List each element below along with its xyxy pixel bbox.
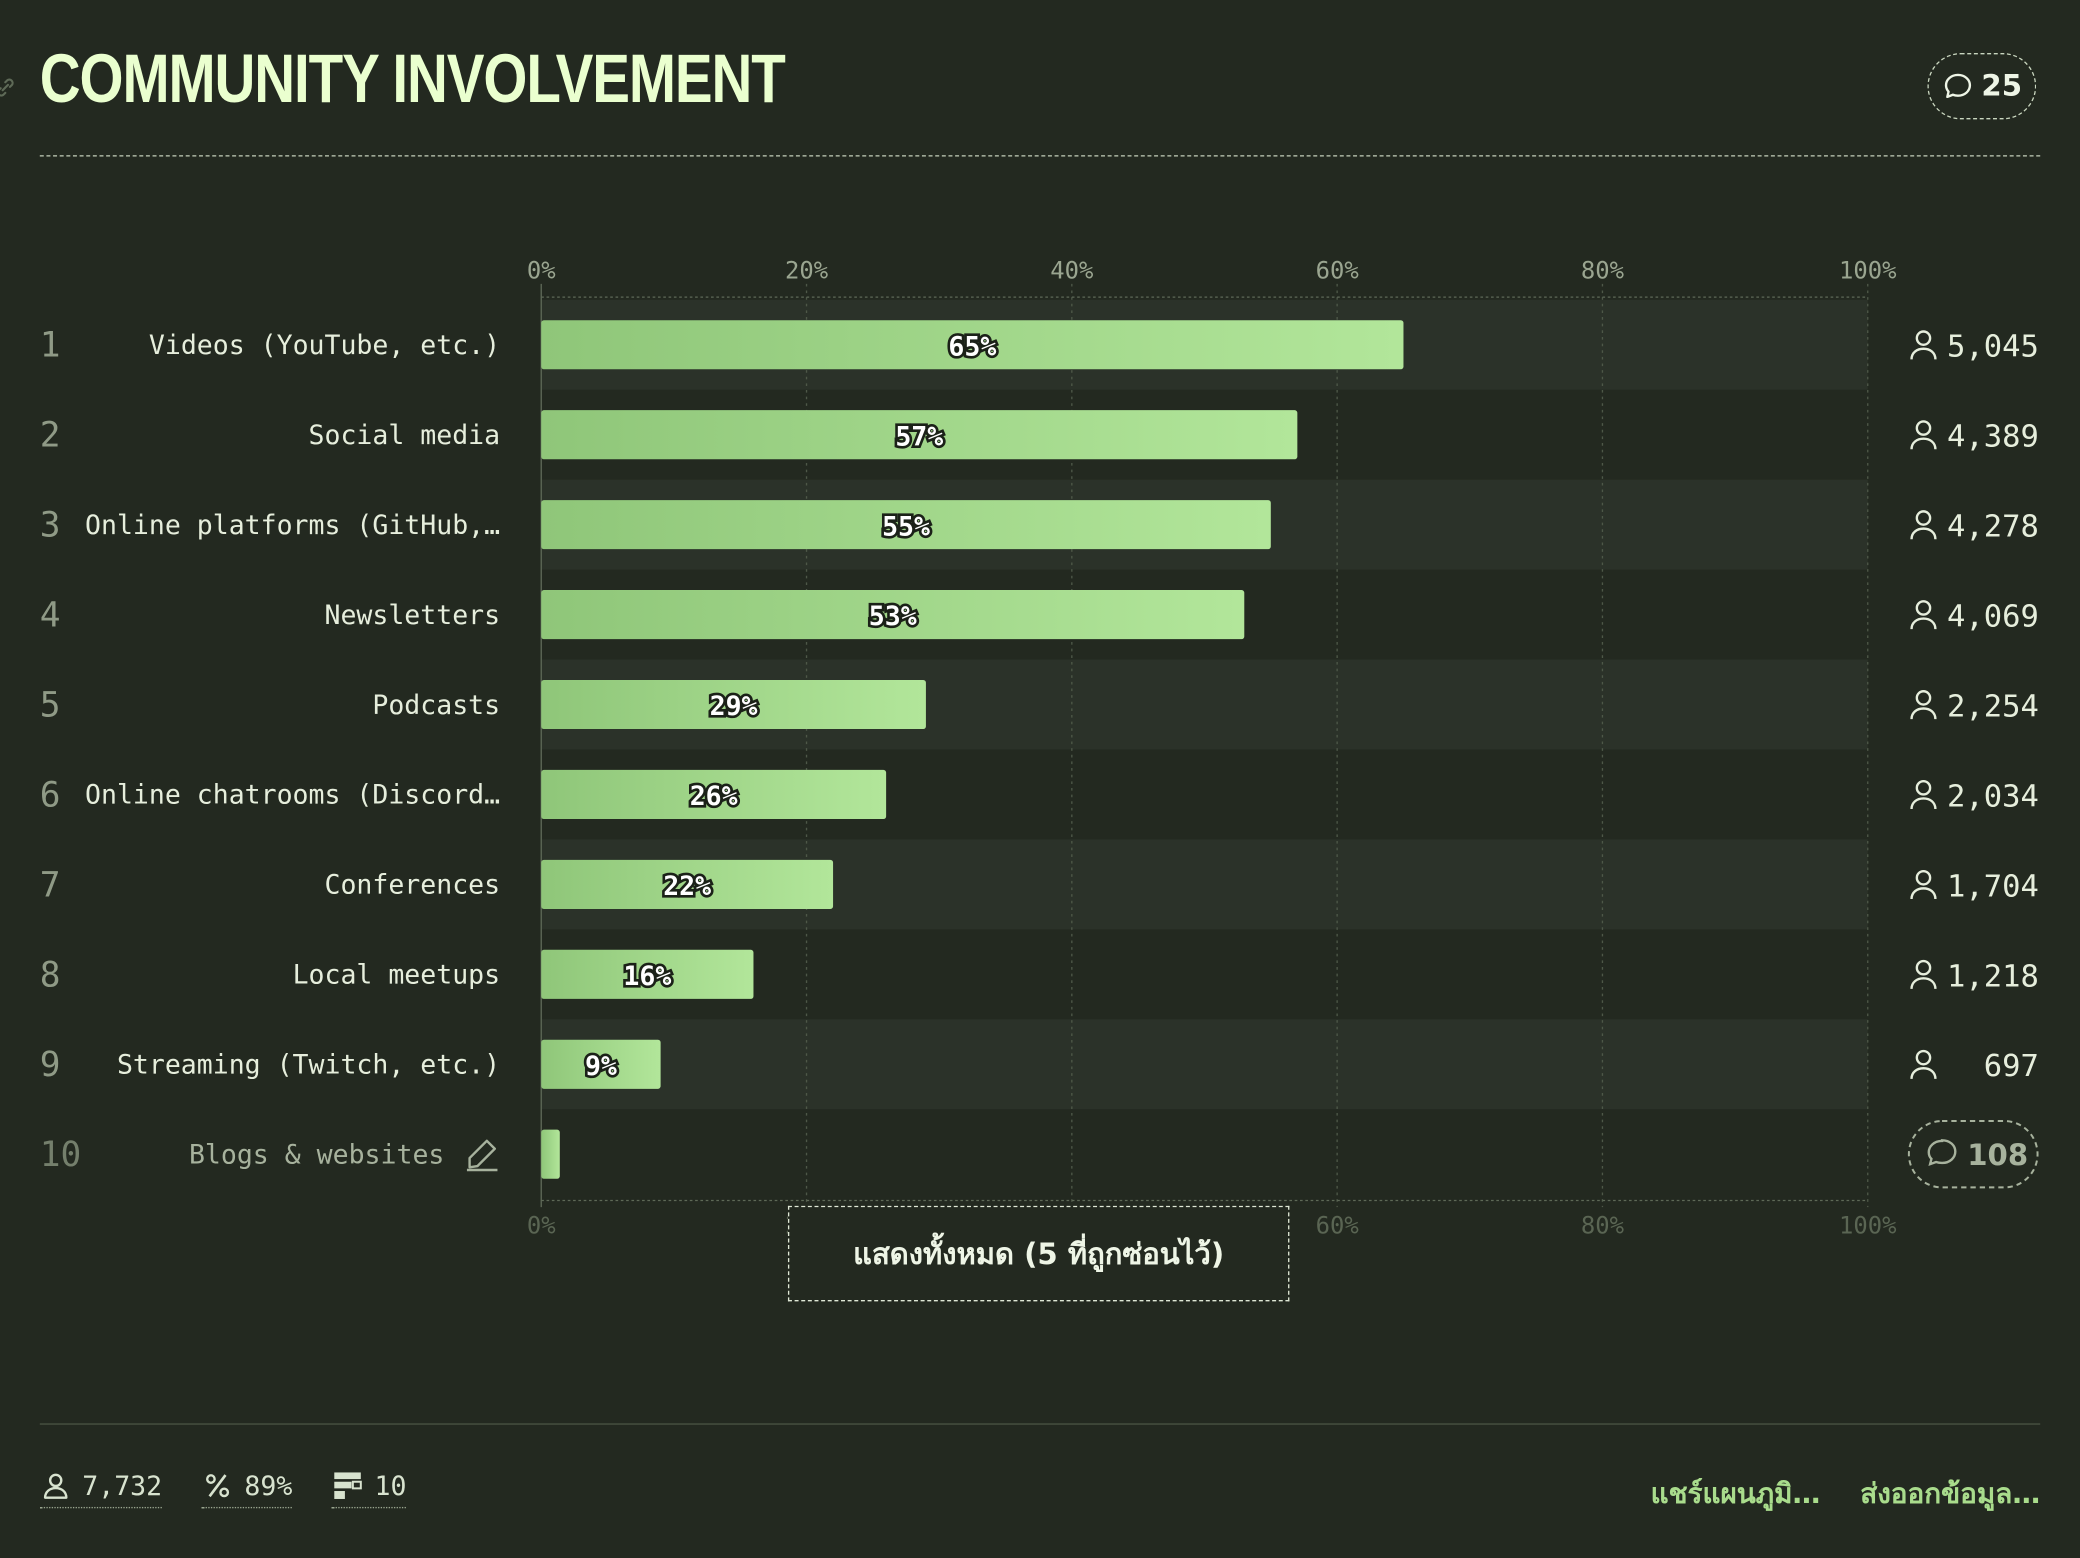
x-tick-label-top: 0% — [527, 257, 556, 285]
respondent-count: 1,218 — [1947, 959, 2039, 994]
percent-stat[interactable]: 89% — [201, 1469, 293, 1509]
person-icon — [1910, 690, 1937, 720]
bar[interactable] — [541, 410, 1298, 460]
row-comment-count: 108 — [1967, 1138, 2028, 1172]
bar-value-label: 16% — [623, 961, 671, 992]
comment-icon — [1944, 73, 1971, 99]
comment-icon — [1927, 1139, 1957, 1167]
row-rank: 9 — [40, 1045, 61, 1085]
person-icon — [1910, 1049, 1937, 1079]
respondent-count: 2,034 — [1947, 779, 2039, 814]
percent-icon — [206, 1474, 230, 1498]
bar-value-label: 55% — [882, 511, 930, 542]
category-label: Streaming (Twitch, etc.) — [117, 1050, 500, 1081]
respondent-count: 4,389 — [1947, 420, 2039, 455]
bar-value-label: 53% — [869, 601, 917, 632]
respondent-count: 4,278 — [1947, 510, 2039, 545]
percent-value: 89% — [244, 1469, 293, 1502]
bar[interactable] — [541, 1129, 560, 1179]
x-tick-label-bottom: 100% — [1839, 1212, 1896, 1240]
comment-count: 25 — [1981, 69, 2023, 103]
x-tick-label-bottom: 80% — [1581, 1212, 1624, 1240]
category-label: Newsletters — [324, 600, 500, 631]
x-tick-label-top: 100% — [1839, 257, 1896, 285]
comments-button[interactable]: 25 — [1927, 53, 2037, 120]
respondents-value: 7,732 — [82, 1469, 163, 1502]
bar-value-label: 57% — [895, 421, 943, 452]
category-label: Social media — [309, 420, 501, 451]
person-icon — [1910, 420, 1937, 450]
x-tick-label-top: 60% — [1316, 257, 1359, 285]
edit-icon[interactable] — [466, 1139, 498, 1172]
row-rank: 7 — [40, 865, 61, 905]
options-value: 10 — [374, 1469, 407, 1502]
export-data-link[interactable]: ส่งออกข้อมูล… — [1860, 1477, 2041, 1510]
chart-title: COMMUNITY INVOLVEMENT — [39, 41, 786, 119]
respondent-count: 5,045 — [1947, 330, 2039, 365]
bar-value-label: 29% — [710, 691, 758, 722]
bar[interactable] — [541, 679, 926, 730]
x-tick-label-top: 40% — [1050, 257, 1093, 285]
category-label: Local meetups — [293, 960, 501, 991]
category-label: Videos (YouTube, etc.) — [149, 330, 500, 361]
row-rank: 1 — [40, 326, 61, 366]
bar-chart: 0%0%20%20%40%40%60%60%80%80%100%100%1Vid… — [40, 257, 2039, 1240]
show-all-button[interactable]: แสดงทั้งหมด (5 ที่ถูกซ่อนไว้) — [787, 1205, 1290, 1302]
bar[interactable] — [541, 949, 754, 999]
footer-divider — [39, 1423, 2041, 1425]
share-chart-link[interactable]: แชร์แผนภูมิ… — [1650, 1477, 1821, 1510]
person-icon — [1910, 959, 1937, 990]
row-comment-pill[interactable] — [1907, 1120, 2039, 1189]
row-rank: 2 — [40, 416, 61, 456]
bar[interactable] — [541, 769, 887, 819]
category-label: Podcasts — [372, 690, 500, 721]
row-rank: 8 — [40, 955, 61, 995]
person-icon — [43, 1473, 68, 1499]
x-tick-label-top: 20% — [785, 257, 828, 285]
x-tick-label-bottom: 0% — [527, 1212, 556, 1240]
category-label: Conferences — [324, 870, 500, 901]
respondent-count: 697 — [1984, 1049, 2039, 1084]
person-icon — [1910, 510, 1937, 540]
bar[interactable] — [541, 320, 1404, 370]
row-rank: 3 — [40, 506, 61, 546]
bar[interactable] — [541, 500, 1271, 550]
respondents-stat[interactable]: 7,732 — [39, 1469, 163, 1509]
row-rank: 6 — [40, 775, 61, 815]
respondent-count: 4,069 — [1947, 600, 2039, 635]
row-rank: 4 — [40, 596, 61, 636]
footer-stats: 7,732 89% 10 — [39, 1469, 407, 1509]
category-label: Online chatrooms (Discord… — [85, 780, 500, 811]
row-rank: 5 — [40, 685, 61, 725]
footer-actions: แชร์แผนภูมิ… ส่งออกข้อมูล… — [1651, 1472, 2041, 1516]
person-icon — [1910, 330, 1937, 360]
person-icon — [1910, 600, 1937, 630]
link-icon[interactable] — [0, 77, 16, 98]
list-icon — [334, 1472, 363, 1499]
header-divider — [39, 155, 2041, 157]
respondent-count: 1,704 — [1947, 869, 2039, 904]
category-label[interactable]: Blogs & websites — [189, 1139, 444, 1170]
bar-value-label: 9% — [585, 1051, 617, 1082]
bar-value-label: 26% — [690, 781, 738, 812]
x-tick-label-top: 80% — [1581, 257, 1624, 285]
person-icon — [1910, 869, 1937, 900]
x-tick-label-bottom: 60% — [1316, 1212, 1359, 1240]
row-rank: 10 — [40, 1135, 82, 1175]
respondent-count: 2,254 — [1947, 689, 2039, 724]
bar[interactable] — [541, 590, 1245, 640]
category-label: Online platforms (GitHub,… — [85, 510, 500, 541]
bar[interactable] — [541, 859, 834, 909]
bar-value-label: 22% — [663, 871, 711, 902]
bar[interactable] — [541, 1039, 661, 1089]
options-stat[interactable]: 10 — [332, 1469, 407, 1509]
row-background — [541, 1019, 1868, 1110]
person-icon — [1910, 779, 1937, 810]
bar-value-label: 65% — [948, 331, 996, 362]
